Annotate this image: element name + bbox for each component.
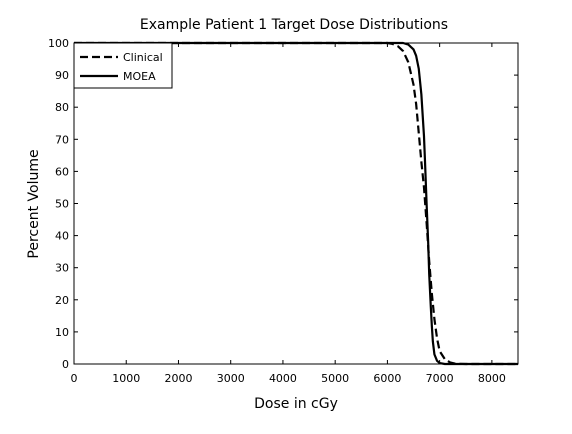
y-tick-label: 30 [55, 262, 69, 275]
x-tick-label: 0 [71, 372, 78, 385]
y-tick-label: 10 [55, 326, 69, 339]
plot-area: 0 1000 2000 3000 4000 5000 6000 7000 8000 0 10 20 30… [48, 37, 519, 385]
legend-label-clinical: Clinical [123, 51, 163, 64]
x-tick-label: 5000 [321, 372, 349, 385]
y-tick-label: 90 [55, 69, 69, 82]
chart-title: Example Patient 1 Target Dose Distributi… [140, 17, 448, 33]
y-axis-label: Percent Volume [26, 149, 42, 258]
y-tick-label: 40 [55, 230, 69, 243]
legend-box [73, 42, 173, 89]
x-axis-label: Dose in cGy [254, 396, 338, 412]
y-tick-label: 60 [55, 165, 69, 178]
series-line-clinical [74, 41, 518, 366]
x-tick-label: 1000 [112, 372, 140, 385]
y-tick-label: 50 [55, 198, 69, 211]
y-tick-label: 20 [55, 294, 69, 307]
series-lines [74, 41, 518, 366]
x-tick-label: 3000 [217, 372, 245, 385]
x-tick-label: 4000 [269, 372, 297, 385]
y-tick-label: 0 [62, 358, 69, 371]
x-tick-label: 7000 [426, 372, 454, 385]
x-tick-label: 6000 [373, 372, 401, 385]
y-tick-label: 70 [55, 133, 69, 146]
x-tick-label: 2000 [164, 372, 192, 385]
legend-label-moea: MOEA [123, 70, 156, 83]
y-tick-label: 100 [48, 37, 69, 50]
axes-box [73, 42, 519, 365]
series-line-moea [74, 41, 518, 366]
x-tick-label: 8000 [478, 372, 506, 385]
axis-ticks: 0 1000 2000 3000 4000 5000 6000 7000 8000 0 10 20 30… [48, 37, 518, 385]
y-tick-label: 80 [55, 101, 69, 114]
legend: Clinical MOEA [73, 42, 173, 89]
